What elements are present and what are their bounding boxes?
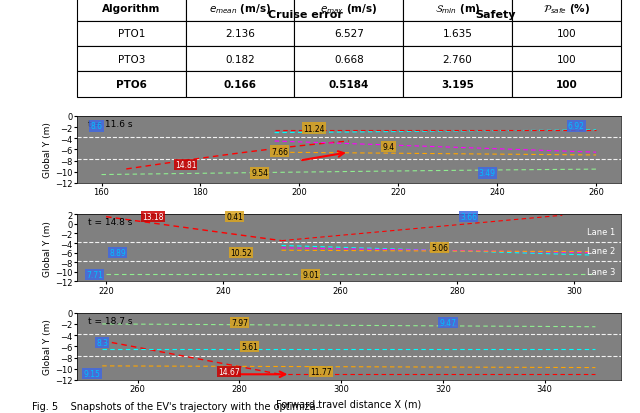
Text: 9.4: 9.4 xyxy=(382,143,394,152)
Text: Safety: Safety xyxy=(476,10,516,20)
Text: 11.77: 11.77 xyxy=(310,367,332,376)
Y-axis label: Global Y (m): Global Y (m) xyxy=(44,318,52,374)
Y-axis label: Global Y (m): Global Y (m) xyxy=(44,221,52,276)
Text: Fig. 5    Snapshots of the EV's trajectory with the optimiza-: Fig. 5 Snapshots of the EV's trajectory … xyxy=(32,401,319,411)
Text: 5.06: 5.06 xyxy=(431,244,448,253)
Text: Lane 2: Lane 2 xyxy=(587,246,615,255)
Text: 3.66: 3.66 xyxy=(460,213,477,222)
Text: 9.01: 9.01 xyxy=(302,270,319,279)
Text: 10.52: 10.52 xyxy=(230,249,252,258)
Text: 14.67: 14.67 xyxy=(218,367,240,376)
Text: 9.15: 9.15 xyxy=(84,369,100,378)
X-axis label: Forward travel distance X (m): Forward travel distance X (m) xyxy=(276,399,421,408)
Text: t = 14.8 s: t = 14.8 s xyxy=(88,218,132,227)
Text: 5.61: 5.61 xyxy=(241,342,258,351)
Text: 6.92: 6.92 xyxy=(568,122,585,131)
Text: 7.71: 7.71 xyxy=(86,270,103,279)
Text: 9.54: 9.54 xyxy=(252,169,268,178)
Text: t = 18.7 s: t = 18.7 s xyxy=(88,316,132,325)
Text: 9.47: 9.47 xyxy=(440,318,456,328)
Text: 11.24: 11.24 xyxy=(303,124,325,133)
Text: 7.66: 7.66 xyxy=(271,147,288,156)
Text: 8.3: 8.3 xyxy=(96,338,108,347)
Text: Lane 1: Lane 1 xyxy=(587,227,615,236)
Text: 3.49: 3.49 xyxy=(479,169,496,178)
Text: Cruise error: Cruise error xyxy=(268,10,342,20)
Text: 0.41: 0.41 xyxy=(227,213,243,222)
Text: t = 11.6 s: t = 11.6 s xyxy=(88,120,132,128)
Text: 8.6: 8.6 xyxy=(91,122,102,131)
Text: 8.89: 8.89 xyxy=(109,249,126,258)
Text: 7.97: 7.97 xyxy=(231,318,248,328)
Text: Lane 3: Lane 3 xyxy=(587,268,615,277)
Text: 13.18: 13.18 xyxy=(142,213,164,222)
Y-axis label: Global Y (m): Global Y (m) xyxy=(44,122,52,178)
Text: 14.81: 14.81 xyxy=(175,161,196,170)
